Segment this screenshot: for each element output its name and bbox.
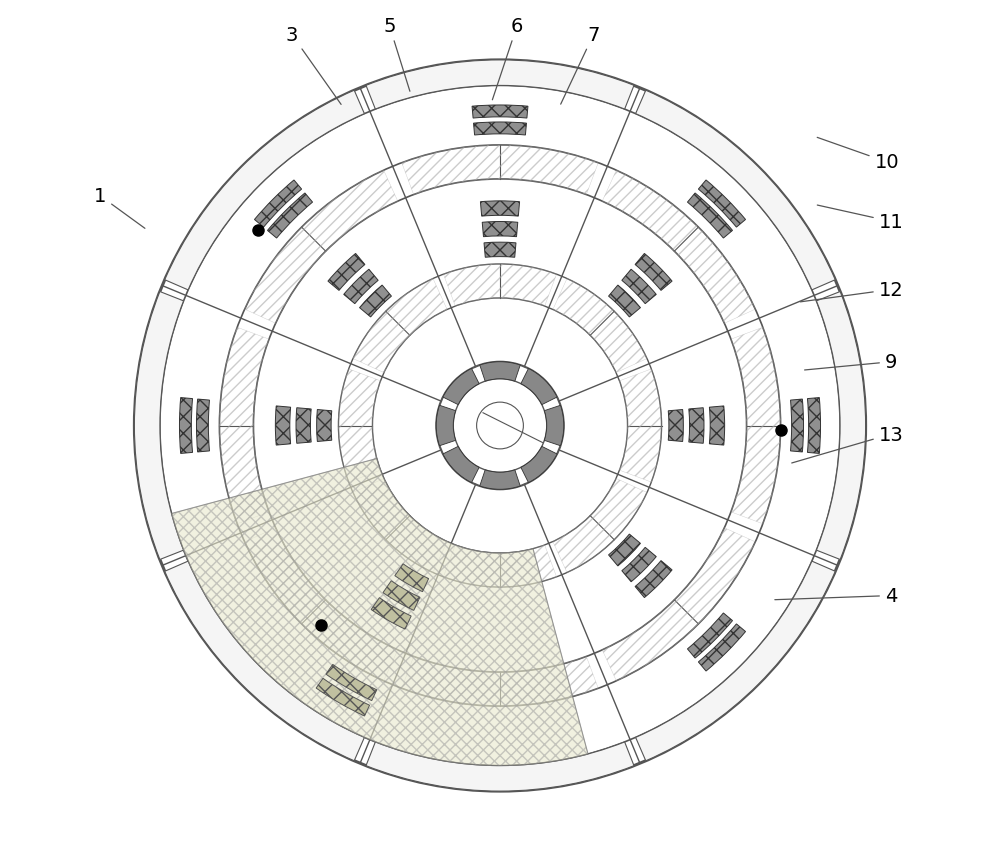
Text: 9: 9 bbox=[805, 353, 897, 371]
Wedge shape bbox=[622, 270, 656, 304]
Text: 13: 13 bbox=[792, 425, 903, 463]
Wedge shape bbox=[709, 406, 725, 446]
Wedge shape bbox=[687, 193, 733, 239]
Wedge shape bbox=[360, 285, 391, 318]
Wedge shape bbox=[635, 254, 672, 291]
Wedge shape bbox=[689, 408, 704, 444]
Wedge shape bbox=[668, 410, 683, 442]
Text: 3: 3 bbox=[286, 26, 341, 106]
Wedge shape bbox=[275, 406, 291, 446]
Wedge shape bbox=[254, 181, 302, 227]
Wedge shape bbox=[383, 581, 420, 611]
Wedge shape bbox=[165, 561, 364, 761]
Wedge shape bbox=[296, 408, 311, 444]
Wedge shape bbox=[328, 254, 365, 291]
Wedge shape bbox=[179, 398, 193, 454]
Wedge shape bbox=[484, 243, 516, 258]
Wedge shape bbox=[366, 60, 634, 110]
Wedge shape bbox=[698, 625, 746, 671]
Wedge shape bbox=[395, 564, 429, 592]
Wedge shape bbox=[636, 91, 835, 291]
Wedge shape bbox=[326, 665, 377, 700]
Text: 4: 4 bbox=[775, 586, 897, 605]
Text: 10: 10 bbox=[817, 138, 899, 172]
Wedge shape bbox=[344, 270, 378, 304]
Wedge shape bbox=[816, 292, 866, 560]
Wedge shape bbox=[609, 534, 640, 567]
Wedge shape bbox=[521, 446, 557, 483]
Text: 6: 6 bbox=[492, 17, 523, 101]
Wedge shape bbox=[134, 292, 184, 560]
Wedge shape bbox=[521, 369, 557, 406]
Wedge shape bbox=[609, 285, 640, 318]
Wedge shape bbox=[196, 400, 209, 452]
Wedge shape bbox=[807, 398, 821, 454]
Text: 11: 11 bbox=[817, 206, 903, 232]
Wedge shape bbox=[267, 193, 313, 239]
Wedge shape bbox=[622, 548, 656, 582]
Text: 1: 1 bbox=[94, 187, 145, 229]
Wedge shape bbox=[791, 400, 804, 452]
Wedge shape bbox=[371, 598, 411, 630]
Wedge shape bbox=[165, 91, 364, 291]
Wedge shape bbox=[482, 222, 518, 238]
Wedge shape bbox=[436, 406, 456, 446]
Wedge shape bbox=[480, 202, 520, 217]
Wedge shape bbox=[636, 561, 835, 761]
Wedge shape bbox=[171, 459, 588, 766]
Wedge shape bbox=[443, 446, 479, 483]
Wedge shape bbox=[480, 362, 520, 382]
Wedge shape bbox=[366, 742, 634, 792]
Wedge shape bbox=[316, 678, 370, 717]
Text: 5: 5 bbox=[383, 17, 410, 92]
Wedge shape bbox=[480, 470, 520, 490]
Wedge shape bbox=[698, 181, 746, 227]
Wedge shape bbox=[474, 123, 526, 135]
Wedge shape bbox=[472, 106, 528, 119]
Wedge shape bbox=[544, 406, 564, 446]
Wedge shape bbox=[317, 410, 332, 442]
Wedge shape bbox=[635, 561, 672, 598]
Text: 7: 7 bbox=[561, 26, 600, 105]
Text: 12: 12 bbox=[800, 280, 903, 302]
Wedge shape bbox=[443, 369, 479, 406]
Wedge shape bbox=[687, 613, 733, 659]
